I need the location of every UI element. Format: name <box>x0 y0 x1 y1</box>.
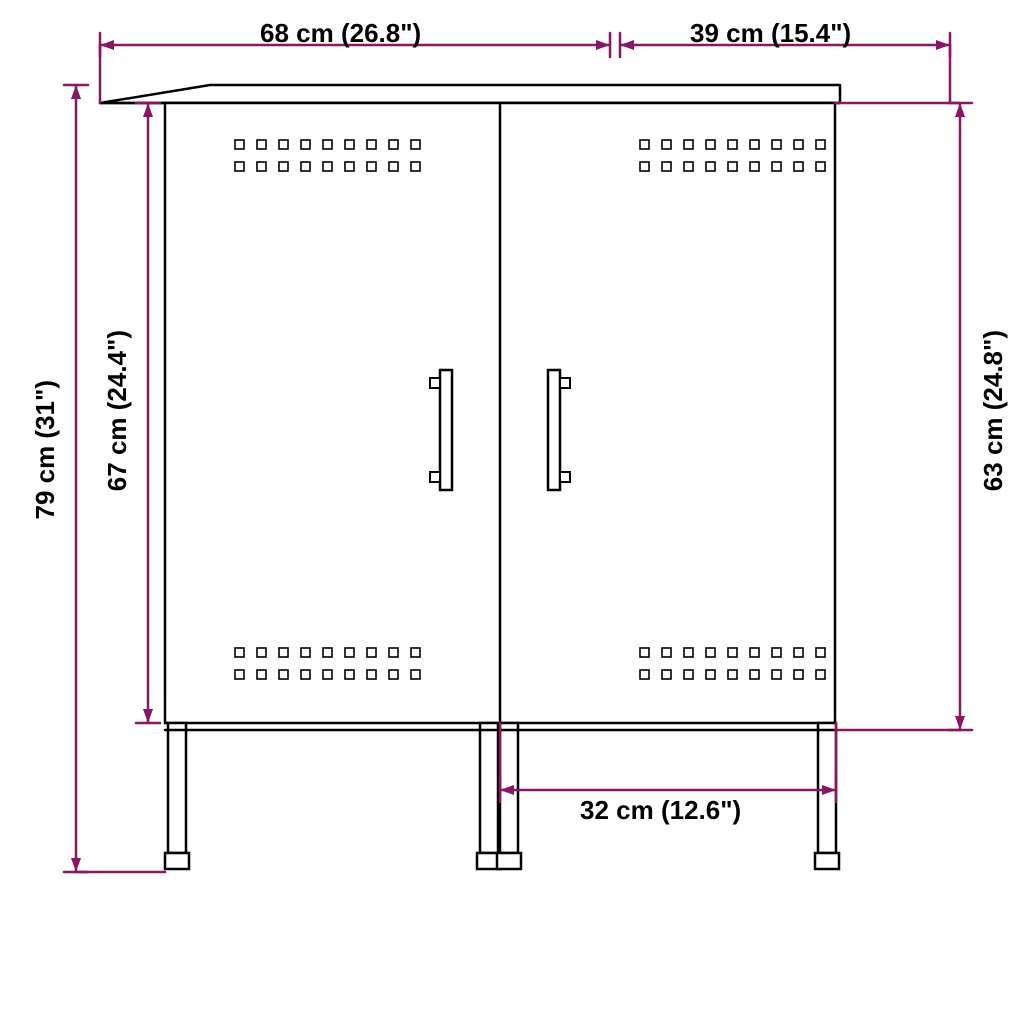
label-door-width: 32 cm (12.6") <box>580 795 741 826</box>
label-depth: 39 cm (15.4") <box>690 18 851 49</box>
dimension-drawing <box>0 0 1024 1024</box>
label-width: 68 cm (26.8") <box>260 18 421 49</box>
label-height-door: 67 cm (24.4") <box>102 330 133 491</box>
label-height-right: 63 cm (24.8") <box>978 330 1009 491</box>
label-height-total: 79 cm (31") <box>30 380 61 520</box>
